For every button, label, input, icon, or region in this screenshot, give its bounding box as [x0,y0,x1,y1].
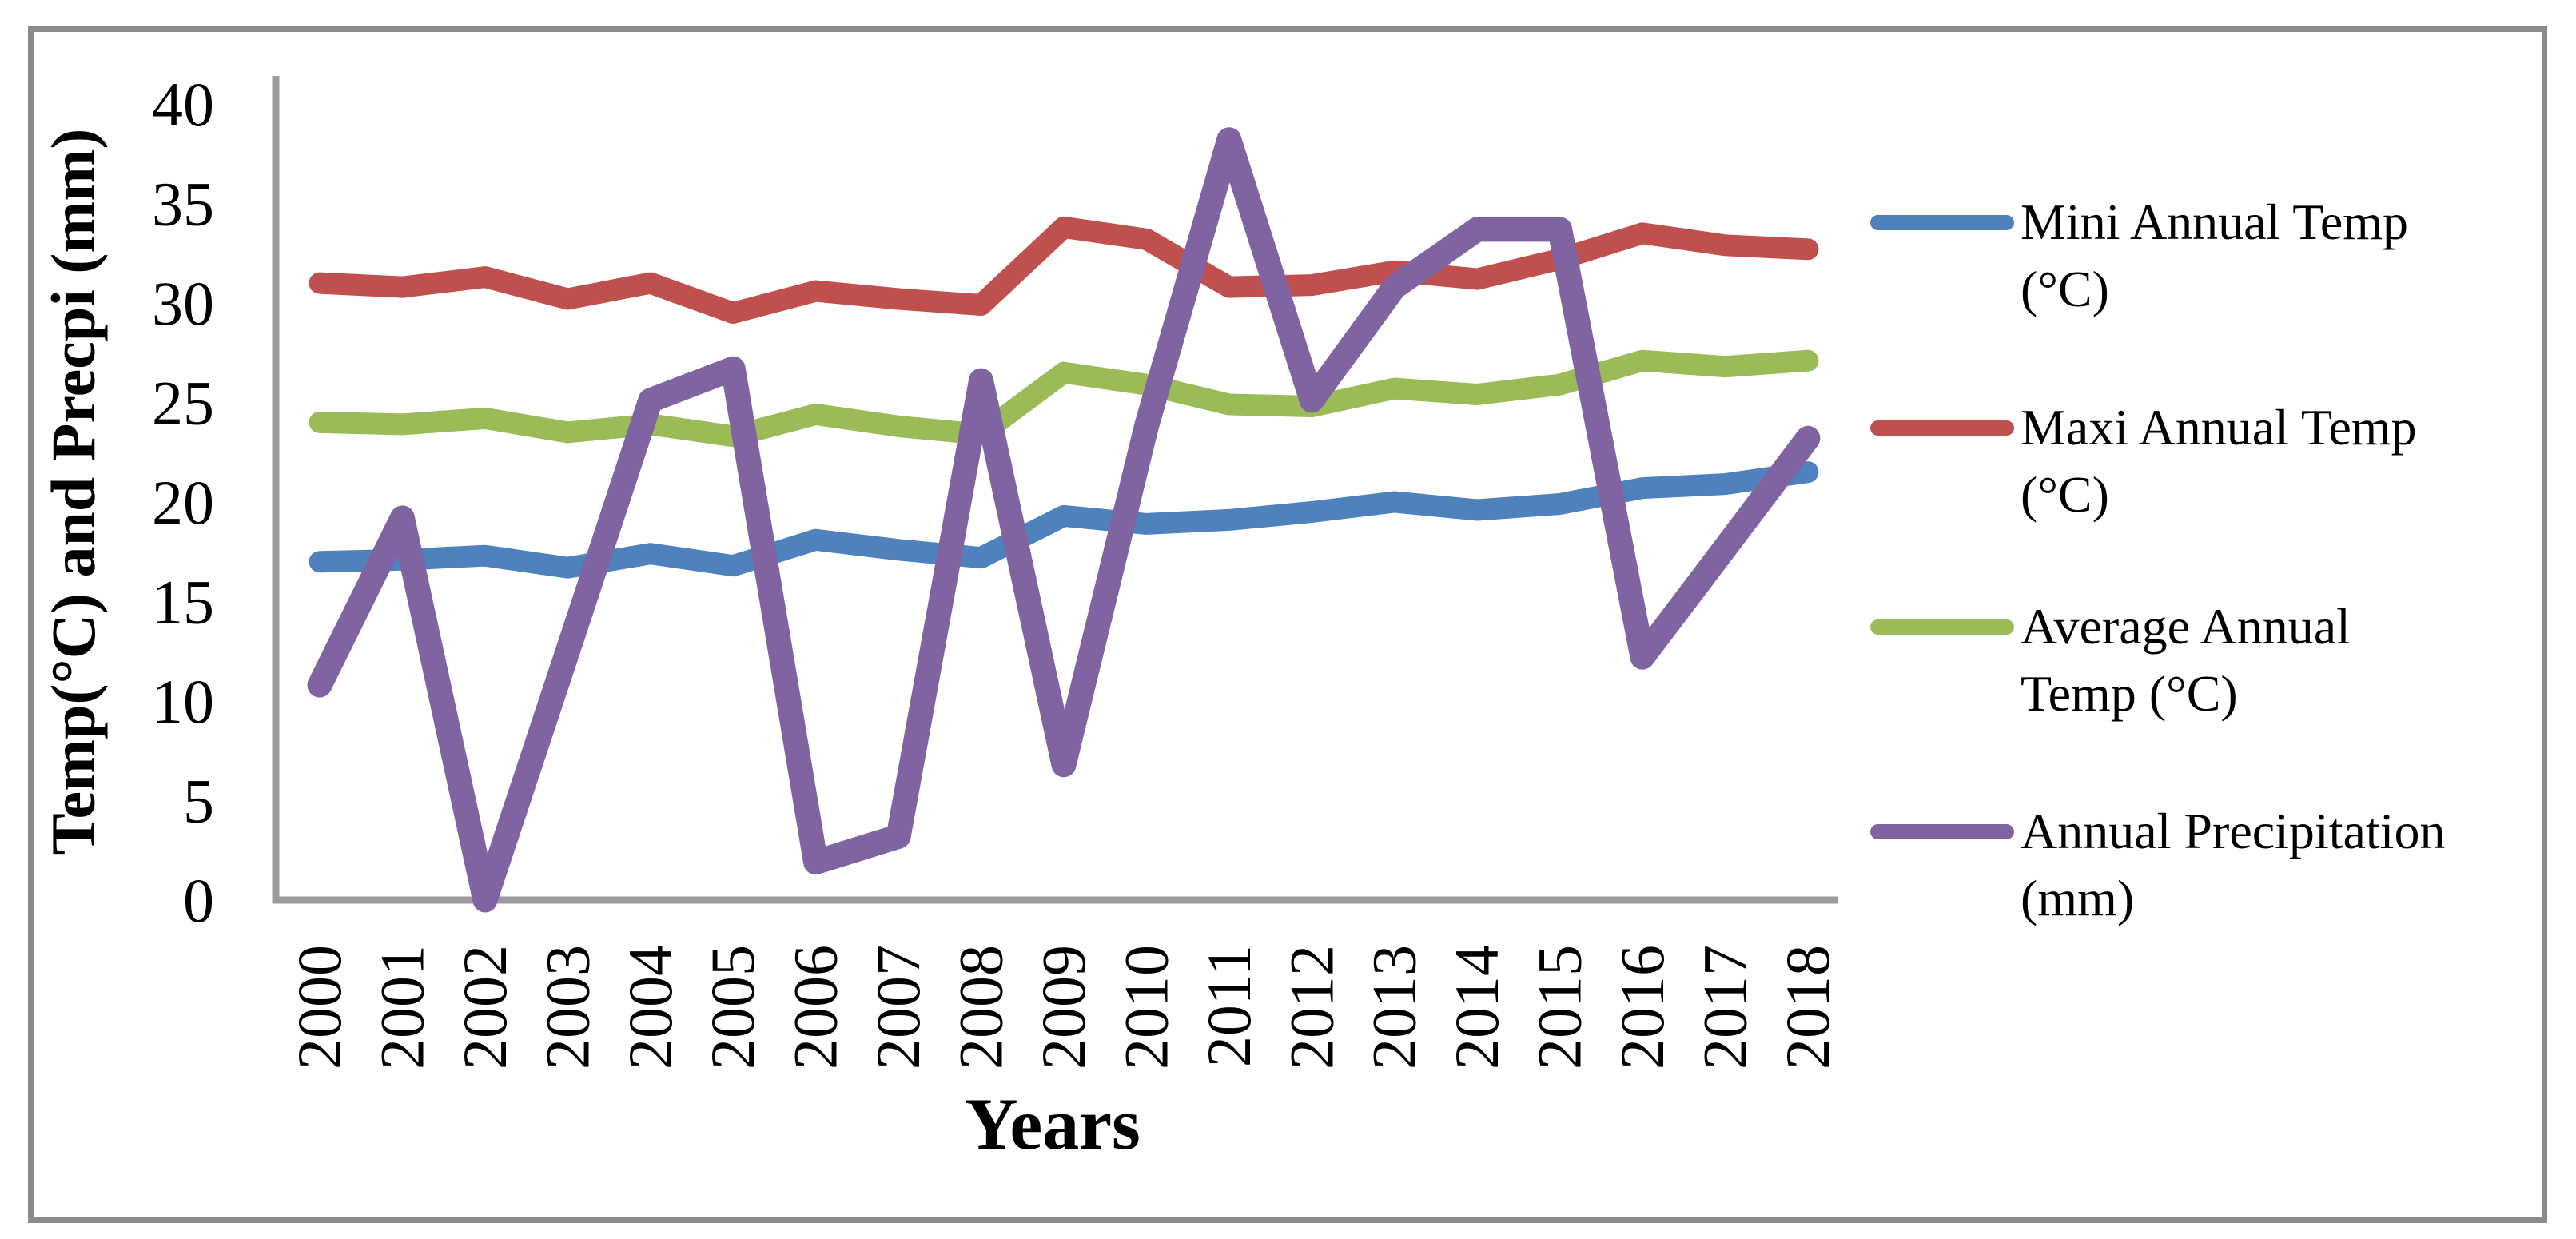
x-tick-label: 2010 [1111,945,1181,1070]
figure-border [28,26,2547,1223]
y-axis-title: Temp(°C) and Precpi (mm) [38,129,108,855]
y-tick-label: 0 [183,866,214,935]
y-tick-label: 30 [152,269,214,338]
x-tick-label: 2003 [532,945,602,1070]
y-tick-label: 20 [152,468,214,537]
x-tick-label: 2009 [1029,945,1098,1070]
series-line-mini-annual-temp-c [309,461,1819,579]
x-tick-label: 2017 [1690,945,1759,1070]
series-line-annual-precipitation-mm [307,127,1821,913]
x-tick-label: 2013 [1360,945,1429,1070]
x-tick-label: 2011 [1194,945,1264,1067]
y-tick-label: 40 [152,70,214,139]
x-tick-label: 2016 [1607,945,1677,1070]
y-tick-label: 35 [152,169,214,239]
y-tick-label: 10 [152,667,214,736]
x-tick-label: 2002 [450,945,520,1070]
y-tick-label: 5 [183,767,214,836]
y-axis-tick-labels: 0 5 10 15 20 25 30 35 40 [152,70,214,935]
x-tick-label: 2005 [698,945,767,1070]
y-tick-label: 15 [152,568,214,637]
x-tick-label: 2012 [1276,945,1346,1070]
x-tick-label: 2004 [615,945,685,1070]
y-tick-label: 25 [152,369,214,438]
x-tick-label: 2014 [1442,945,1511,1070]
x-tick-label: 2001 [367,945,436,1070]
x-tick-label: 2007 [863,945,933,1070]
x-tick-label: 2008 [946,945,1016,1070]
series-lines [307,127,1821,913]
x-tick-label: 2006 [781,945,850,1070]
x-axis-tick-labels: 2000 2001 2002 2003 2004 2005 2006 2007 2008 2009… [285,945,1842,1070]
series-line-average-annual-temp-c [309,349,1819,448]
x-tick-label: 2018 [1773,945,1842,1070]
axes [272,76,1838,904]
x-tick-label: 2015 [1525,945,1595,1070]
x-axis-title: Years [965,1083,1141,1165]
x-tick-label: 2000 [285,945,354,1070]
